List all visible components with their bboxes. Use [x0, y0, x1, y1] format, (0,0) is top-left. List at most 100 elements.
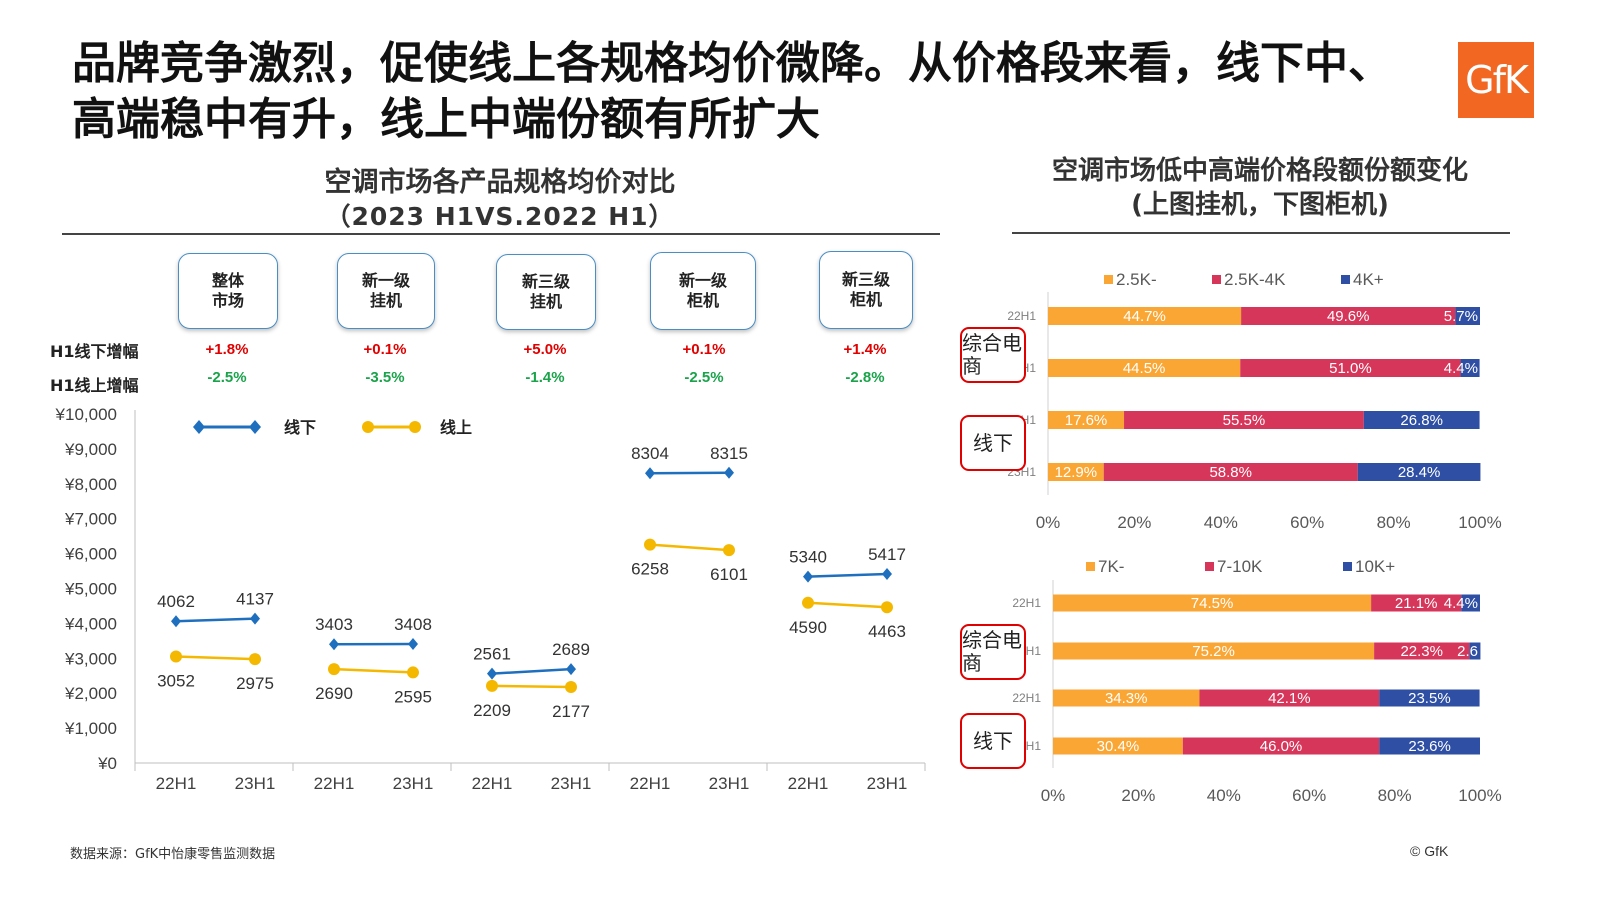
data-point-online [644, 538, 656, 551]
bar-value-label: 42.1% [1268, 690, 1311, 707]
data-label: 2177 [552, 702, 590, 721]
x-tick-label: 23H1 [709, 774, 750, 793]
x-tick-label: 22H1 [156, 774, 197, 793]
data-point-offline [803, 570, 813, 583]
wall-unit-share-bar-chart: 2.5K-2.5K-4K4K+22H144.7%49.6%5.7%23H144.… [1007, 270, 1501, 532]
online-growth-value: -2.8% [845, 369, 885, 386]
legend-swatch [1212, 275, 1221, 284]
category-box-label: 新一级 [361, 271, 410, 290]
bar-segment [1461, 594, 1480, 612]
bar-segment [1182, 737, 1380, 755]
legend-swatch [1104, 275, 1113, 284]
data-point-online [723, 544, 735, 557]
x-tick-label: 20% [1117, 513, 1151, 532]
gfk-logo: GfK [1458, 42, 1534, 118]
legend-label: 10K+ [1355, 557, 1395, 576]
series-line-online [175, 655, 256, 661]
legend-label: 2.5K- [1116, 270, 1157, 289]
legend-swatch [1086, 562, 1095, 571]
bar-segment [1048, 411, 1125, 429]
data-point-online [802, 596, 814, 609]
bar-segment [1357, 463, 1481, 481]
bar-segment [1460, 359, 1480, 377]
left-chart-title: 空调市场各产品规格均价对比 [324, 167, 676, 198]
bar-value-label: 44.5% [1123, 360, 1166, 377]
x-tick-label: 80% [1378, 786, 1412, 805]
bar-value-label: 55.5% [1223, 412, 1266, 429]
offline-growth-value: +1.8% [205, 341, 249, 358]
bar-value-label: 26.8% [1400, 412, 1443, 429]
bar-segment [1379, 689, 1480, 707]
data-point-online [249, 653, 261, 666]
offline-growth-value: +0.1% [682, 341, 726, 358]
data-label: 4137 [236, 590, 274, 609]
category-box-label: 柜机 [686, 291, 719, 310]
category-box-label: 市场 [211, 291, 244, 310]
series-line-offline [491, 667, 572, 675]
bar-segment [1469, 642, 1481, 660]
data-label: 3052 [157, 671, 195, 690]
data-label: 3403 [315, 615, 353, 634]
x-tick-label: 22H1 [472, 774, 513, 793]
channel-label-offline: 线下 [960, 415, 1026, 471]
x-tick-label: 23H1 [867, 774, 908, 793]
legend-label: 线下 [284, 418, 316, 437]
bar-value-label: 46.0% [1260, 738, 1303, 755]
category-label: 22H1 [1007, 309, 1036, 323]
bar-segment [1048, 307, 1242, 325]
channel-label-text: 综合电商 [962, 628, 1022, 675]
bar-segment [1374, 642, 1470, 660]
category-box-label: 新一级 [678, 271, 727, 290]
legend-label: 线上 [440, 418, 472, 437]
data-point-online [486, 679, 498, 692]
data-point-offline [329, 638, 339, 651]
category-box-tier1-wall: 新一级 挂机 [337, 253, 435, 329]
bar-value-label: 23.6% [1408, 738, 1451, 755]
right-chart-title: 空调市场低中高端价格段额份额变化 [1051, 156, 1468, 186]
x-tick-label: 22H1 [788, 774, 829, 793]
category-box-label: 整体 [211, 271, 244, 290]
right-title-divider [1012, 232, 1510, 234]
bar-value-label: 4.4% [1444, 360, 1478, 377]
bar-segment [1048, 359, 1241, 377]
data-label: 4062 [157, 592, 195, 611]
bar-segment [1053, 689, 1200, 707]
x-tick-label: 40% [1204, 513, 1238, 532]
bar-segment [1455, 307, 1480, 325]
left-chart-subtitle: （2023 H1VS.2022 H1） [325, 202, 675, 231]
channel-label-text: 线下 [973, 430, 1013, 455]
category-box-label: 挂机 [529, 292, 562, 311]
y-tick-label: ¥0 [97, 754, 117, 773]
data-point-online [407, 666, 419, 679]
online-growth-value: -3.5% [365, 369, 405, 386]
bar-segment [1371, 594, 1462, 612]
offline-growth-row-label: H1线下增幅 [50, 342, 139, 361]
series-line-online [807, 601, 888, 609]
online-growth-value: -2.5% [207, 369, 247, 386]
bar-value-label: 74.5% [1191, 595, 1234, 612]
online-growth-value: -1.4% [525, 369, 565, 386]
bar-segment [1053, 642, 1375, 660]
category-box-label: 新三级 [841, 270, 890, 289]
data-label: 3408 [394, 615, 432, 634]
right-chart-subtitle: (上图挂机，下图柜机) [1131, 190, 1389, 220]
bar-segment [1241, 307, 1456, 325]
data-label: 8304 [631, 444, 669, 463]
bar-value-label: 5.7% [1444, 308, 1478, 325]
category-box-label: 新三级 [521, 272, 570, 291]
channel-label-ecommerce: 综合电商 [960, 624, 1026, 680]
bar-value-label: 2.6 [1457, 643, 1478, 660]
copyright: © GfK [1410, 843, 1449, 859]
y-tick-label: ¥2,000 [64, 684, 117, 703]
channel-label-ecommerce: 综合电商 [960, 327, 1026, 383]
series-line-offline [175, 617, 256, 623]
y-tick-label: ¥5,000 [64, 580, 117, 599]
bar-segment [1048, 463, 1104, 481]
x-tick-label: 40% [1207, 786, 1241, 805]
channel-label-offline: 线下 [960, 713, 1026, 769]
legend-swatch [1341, 275, 1350, 284]
channel-label-text: 综合电商 [962, 331, 1022, 378]
x-tick-label: 100% [1458, 786, 1501, 805]
legend-marker-diamond [193, 420, 205, 434]
bar-segment [1240, 359, 1461, 377]
